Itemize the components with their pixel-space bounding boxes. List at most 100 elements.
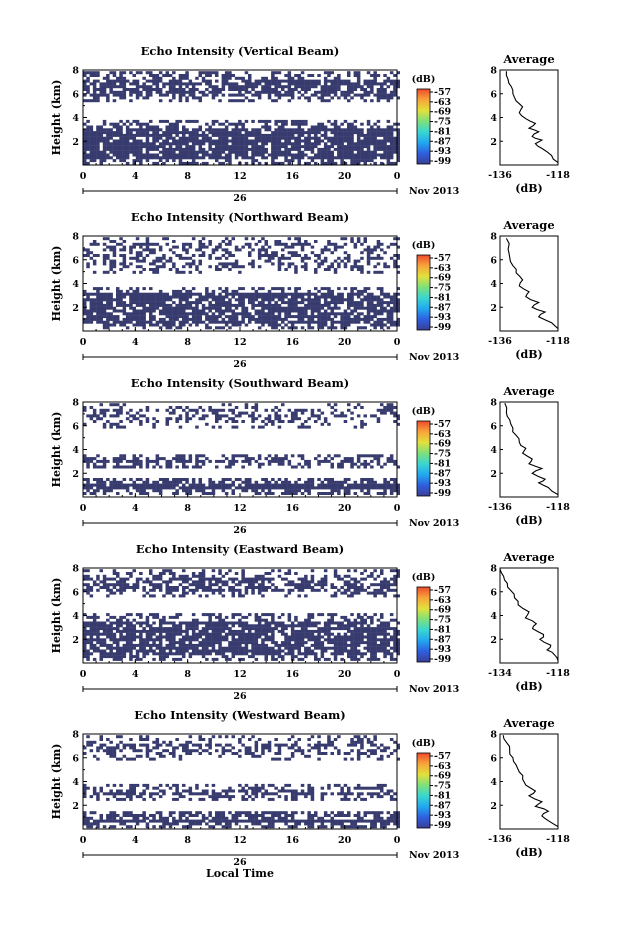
echo-cell [113,460,117,463]
echo-cell [212,94,216,97]
echo-cell [152,88,156,91]
echo-cell [251,414,255,417]
echo-cell [218,148,222,151]
echo-cell [185,466,189,469]
echo-cell [324,77,328,80]
echo-cell [133,454,137,457]
echo-cell [215,151,219,154]
echo-cell [126,140,129,143]
echo-cell [182,243,186,246]
echo-cell [215,85,219,88]
echo-cell [133,120,137,123]
echo-cell [238,630,242,633]
echo-cell [103,298,107,301]
echo-cell [334,307,338,310]
echo-cell [380,248,384,251]
echo-cell [294,409,298,412]
echo-cell [142,145,146,148]
echo-cell [370,318,374,321]
echo-cell [238,622,242,625]
echo-cell [232,312,236,315]
echo-cell [288,460,292,463]
echo-cell [199,622,203,625]
echo-cell [172,638,176,641]
echo-cell [357,321,361,324]
echo-cell [354,260,358,263]
echo-cell [152,80,156,83]
echo-cell [129,304,133,307]
echo-cell [172,246,176,249]
echo-cell [331,633,335,636]
echo-cell [175,82,179,85]
echo-cell [106,246,110,249]
echo-cell [116,304,120,307]
echo-cell [182,489,186,492]
echo-cell [185,137,189,140]
echo-cell [103,145,107,148]
echo-cell [241,624,245,627]
echo-cell [133,293,137,296]
echo-cell [205,123,209,126]
echo-cell [377,142,381,145]
echo-cell [327,156,331,159]
echo-cell [96,414,100,417]
echo-cell [109,630,113,633]
echo-cell [152,426,156,429]
echo-cell [212,128,216,131]
echo-cell [288,326,292,329]
echo-cell [367,71,371,74]
echo-cell [103,142,107,145]
echo-cell [179,254,183,257]
echo-cell [189,486,193,489]
echo-cell [370,633,374,636]
echo-cell [327,265,331,268]
echo-cell [129,460,133,463]
colorbar [417,421,430,496]
echo-cell [218,137,222,140]
echo-cell [248,460,252,463]
echo-cell [307,630,311,633]
y-tick-label: 2 [72,469,79,480]
echo-cell [364,290,368,293]
echo-cell [103,271,107,274]
echo-cell [113,80,117,83]
echo-cell [208,638,212,641]
echo-cell [212,613,216,616]
echo-cell [314,622,318,625]
echo-cell [93,151,97,154]
echo-cell [116,85,120,88]
echo-cell [350,486,354,489]
echo-cell [232,463,236,466]
echo-cell [205,71,209,74]
echo-cell [212,318,216,321]
echo-cell [248,478,252,481]
echo-cell [189,154,193,157]
echo-cell [86,310,90,313]
echo-cell [113,123,117,126]
echo-cell [109,71,113,74]
echo-cell [159,134,163,137]
echo-cell [304,142,308,145]
echo-cell [159,641,163,644]
echo-cell [232,321,236,324]
echo-cell [255,131,259,134]
echo-cell [380,492,384,495]
echo-cell [96,151,100,154]
echo-cell [205,613,209,616]
echo-cell [142,310,146,313]
echo-cell [268,94,272,97]
echo-cell [96,88,100,91]
echo-cell [133,271,137,274]
echo-cell [235,246,239,249]
echo-cell [337,454,341,457]
echo-cell [172,91,176,94]
echo-cell [136,254,140,257]
echo-cell [258,151,262,154]
echo-cell [307,82,311,85]
echo-cell [172,128,176,131]
echo-cell [265,91,269,94]
echo-cell [337,481,341,484]
echo-cell [166,466,170,469]
echo-cell [100,484,104,487]
echo-cell [321,88,325,91]
